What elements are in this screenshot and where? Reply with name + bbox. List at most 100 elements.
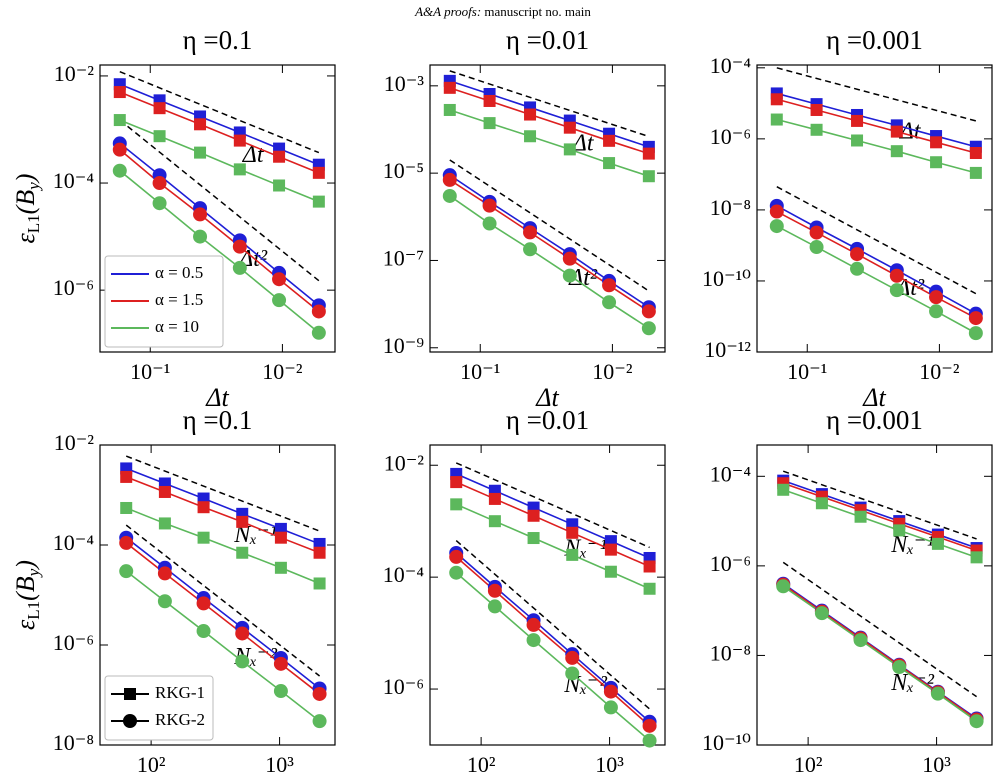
circle-marker (641, 321, 656, 336)
legend-label: α = 1.5 (155, 290, 203, 309)
square-marker (969, 166, 982, 179)
y-tick-label: 10⁻⁶ (53, 275, 94, 300)
reference-line (455, 462, 650, 549)
circle-marker (526, 617, 541, 632)
x-axis-label: Δt (535, 383, 559, 412)
square-marker (815, 497, 828, 510)
legend-label: RKG-1 (155, 683, 205, 702)
circle-marker (776, 579, 791, 594)
y-tick-label: 10⁻⁶ (383, 674, 424, 699)
square-marker (313, 577, 326, 590)
square-marker (443, 81, 456, 94)
circle-marker (809, 225, 824, 240)
square-marker (197, 531, 210, 544)
series-line (776, 210, 977, 319)
circle-marker (312, 686, 327, 701)
y-tick-label: 10⁻⁵ (383, 158, 424, 183)
y-tick-label: 10⁻⁶ (53, 630, 94, 655)
panel-title: η =0.001 (826, 405, 923, 435)
plot-frame (429, 444, 666, 746)
reference-line (449, 159, 650, 292)
square-marker (563, 121, 576, 134)
reference-line (449, 70, 650, 138)
y-axis-label-part: (B (11, 576, 40, 601)
square-marker (893, 524, 906, 537)
square-marker (770, 113, 783, 126)
circle-marker (272, 272, 287, 287)
x-tick-label: 10² (467, 752, 496, 774)
y-tick-label: 10⁻⁴ (710, 461, 752, 486)
series-line (119, 119, 320, 203)
series-line (449, 109, 650, 177)
circle-marker (235, 626, 250, 641)
circle-marker (235, 654, 250, 669)
square-marker (643, 560, 656, 573)
journal: A&A proofs: (414, 4, 481, 19)
square-marker (527, 501, 540, 514)
circle-marker (152, 176, 167, 191)
y-tick-label: 10⁻⁴ (53, 168, 95, 193)
circle-marker (642, 733, 657, 748)
square-marker (566, 526, 579, 539)
square-marker (890, 125, 903, 138)
y-tick-label: 10⁻³ (384, 71, 425, 96)
square-marker (643, 582, 656, 595)
circle-marker (119, 564, 134, 579)
reference-line (119, 70, 320, 154)
square-marker (604, 543, 617, 556)
series-line (782, 479, 977, 549)
square-marker (524, 130, 537, 143)
series-line (125, 476, 320, 554)
square-marker (158, 485, 171, 498)
square-marker (524, 108, 537, 121)
annotation: Δt (899, 118, 922, 144)
y-tick-label: 10⁻⁴ (710, 53, 752, 78)
series-line (776, 98, 977, 154)
circle-marker (603, 700, 618, 715)
series-line (119, 83, 320, 166)
square-marker (810, 103, 823, 116)
reference-line (782, 470, 977, 540)
y-tick-label: 10⁻⁸ (710, 195, 751, 220)
y-axis-label-part: y (24, 182, 43, 192)
x-tick-label: 10⁻² (592, 359, 633, 384)
x-tick-label: 10⁻² (919, 359, 960, 384)
square-marker (313, 546, 326, 559)
y-axis-label-part: L1 (24, 214, 43, 233)
square-marker (603, 134, 616, 147)
y-tick-label: 10⁻¹⁰ (702, 266, 751, 291)
y-tick-label: 10⁻² (384, 450, 425, 475)
series-line (782, 584, 978, 721)
circle-marker (562, 268, 577, 283)
series-line (119, 149, 320, 313)
circle-marker (273, 684, 288, 699)
plot-frame (756, 64, 993, 353)
square-marker (566, 548, 579, 561)
y-tick-label: 10⁻⁶ (710, 551, 751, 576)
circle-marker (526, 633, 541, 648)
x-tick-label: 10² (137, 752, 166, 774)
circle-marker (850, 261, 865, 276)
series-line (776, 225, 977, 334)
circle-marker (523, 225, 538, 240)
reference-line (455, 540, 651, 710)
y-tick-label: 10⁻⁴ (53, 530, 95, 555)
circle-marker (523, 242, 538, 257)
x-tick-label: 10³ (595, 752, 624, 774)
square-marker (236, 546, 249, 559)
series-line (449, 80, 650, 148)
y-axis-label-part: ε (11, 619, 40, 630)
square-marker (450, 476, 463, 489)
circle-marker (889, 268, 904, 283)
square-marker (777, 483, 790, 496)
series-line (119, 91, 320, 174)
plot-frame (429, 64, 666, 353)
square-marker (890, 145, 903, 158)
square-marker (527, 532, 540, 545)
reference-line (119, 119, 320, 282)
series-line (449, 179, 650, 313)
circle-marker (442, 188, 457, 203)
square-marker (236, 515, 249, 528)
panel-title: η =0.01 (506, 25, 589, 55)
